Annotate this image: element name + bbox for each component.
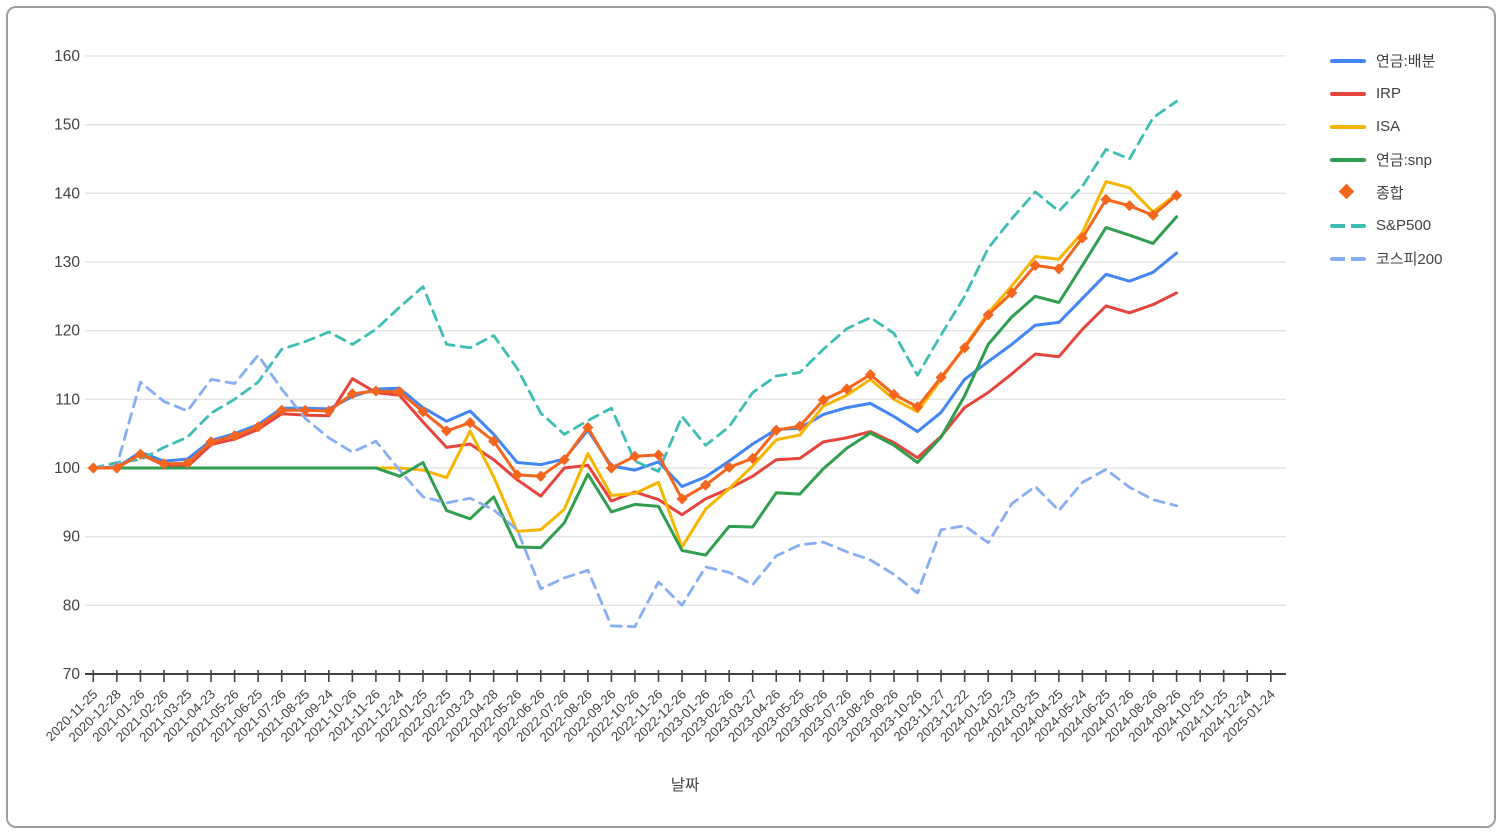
legend-label: IRP [1376,85,1402,102]
diamond-marker [1171,189,1183,201]
diamond-marker [158,458,170,470]
legend-label: 종합 [1376,185,1404,202]
line-swatch-icon [1330,120,1366,133]
diamond-marker [1076,232,1088,244]
diamond-marker [346,388,358,400]
y-tick-label: 80 [63,597,81,614]
diamond-marker [205,436,217,448]
legend-label: 연금:배분 [1376,53,1436,70]
dashed-line-swatch-icon [1330,252,1366,265]
diamond-marker [888,388,900,401]
legend-item-irp[interactable]: IRP [1330,77,1480,110]
diamond-marker [864,368,877,381]
diamond-marker [723,461,735,473]
series-kospi200 [91,354,1178,628]
diamond-marker [134,448,146,460]
diamond-marker [276,404,288,416]
diamond-marker [582,421,594,434]
legend-item-pension-snp[interactable]: 연금:snp [1330,143,1480,176]
diamond-marker [1100,193,1112,206]
gridlines [85,55,1286,607]
series-pension-snp [91,215,1179,557]
diamond-marker [770,424,782,436]
series-pension-allocation [91,251,1179,488]
diamond-marker [700,479,712,491]
legend-label: 코스피200 [1376,251,1443,268]
diamond-marker [558,454,570,466]
diamond-marker [323,405,335,417]
legend-label: ISA [1376,118,1401,135]
diamond-marker [1029,259,1041,272]
diamond-marker [841,383,853,395]
diamond-marker [393,386,406,398]
y-tick-label: 70 [63,666,81,683]
diamond-marker [370,385,382,397]
series-total [87,189,1183,505]
diamond-marker [464,417,476,429]
diamond-marker [747,452,759,464]
diamond-marker [417,406,429,418]
y-tick-label: 110 [55,391,80,408]
diamond-marker [111,462,123,474]
diamond-marker [817,394,829,406]
diamond-marker [605,462,617,474]
chart-legend: 연금:배분 IRP ISA 연금:snp 종합 S&P500 코스피200 [1330,44,1480,275]
line-swatch-icon [1330,153,1366,166]
legend-item-kospi200[interactable]: 코스피200 [1330,242,1480,275]
diamond-marker [488,435,500,447]
legend-item-total[interactable]: 종합 [1330,176,1480,209]
y-tick-label: 120 [54,323,80,340]
diamond-marker [676,493,688,505]
y-tick-label: 160 [54,48,80,65]
diamond-marker [982,309,994,321]
diamond-marker [299,404,311,416]
series-irp [91,291,1179,517]
diamond-marker [652,449,665,461]
diamond-marker [229,430,241,442]
y-tick-label: 100 [54,460,80,477]
diamond-marker [935,371,947,383]
y-axis: 70 80 90 100 110 120 130 140 150 160 [54,48,80,683]
diamond-marker [911,401,924,413]
y-tick-label: 150 [54,117,80,134]
diamond-marker [511,469,523,481]
diamond-marker [535,470,547,482]
diamond-marker [87,462,99,474]
x-axis-title: 날짜 [671,776,700,794]
legend-label: 연금:snp [1376,152,1432,169]
diamond-marker [252,421,264,433]
y-tick-label: 140 [54,185,80,202]
line-swatch-icon [1330,87,1366,100]
line-swatch-icon [1330,54,1366,67]
page-border-frame [6,6,1496,828]
legend-item-sp500[interactable]: S&P500 [1330,209,1480,242]
diamond-marker [1147,209,1159,221]
diamond-swatch-icon [1330,183,1366,200]
diamond-marker [440,425,453,437]
diamond-marker [629,450,641,462]
legend-item-isa[interactable]: ISA [1330,110,1480,143]
series-sp500 [91,99,1178,473]
y-tick-label: 130 [54,254,80,271]
dashed-line-swatch-icon [1330,219,1366,232]
x-axis: 2020-11-252020-12-282021-01-262021-02-26… [43,670,1286,745]
legend-item-pension-allocation[interactable]: 연금:배분 [1330,44,1480,77]
diamond-marker [794,420,806,432]
y-tick-label: 90 [63,529,81,546]
diamond-marker [181,457,194,469]
diamond-marker [1123,200,1136,212]
diamond-marker [959,342,971,354]
diamond-marker [1053,263,1065,275]
series-isa [91,180,1179,549]
legend-label: S&P500 [1376,217,1432,234]
diamond-marker [1006,287,1018,299]
